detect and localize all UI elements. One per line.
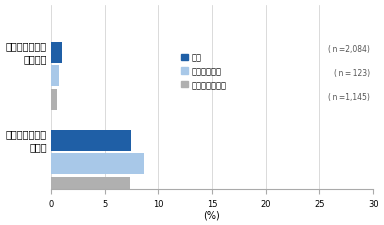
Legend: 全体, 在宅勤務中心, 非在宅勤務中心: 全体, 在宅勤務中心, 非在宅勤務中心 [177,50,230,93]
Text: ( n =2,084): ( n =2,084) [328,45,370,54]
X-axis label: (%): (%) [204,209,220,219]
Bar [51,42,61,63]
Bar [51,177,130,198]
Bar [51,154,144,175]
Bar [51,90,57,111]
Bar [51,130,131,151]
Bar [51,66,60,87]
Text: ( n =1,145): ( n =1,145) [328,93,370,102]
Text: ( n = 123): ( n = 123) [334,69,370,78]
